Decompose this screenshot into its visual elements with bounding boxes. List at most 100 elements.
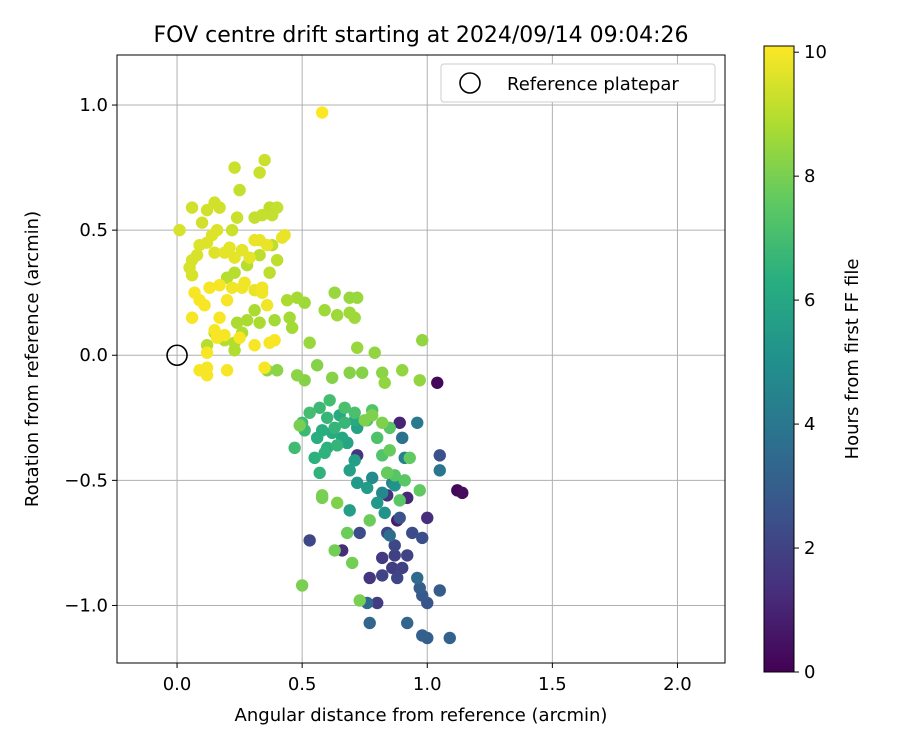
x-tick-label: 0.0 — [163, 674, 192, 695]
data-point — [348, 454, 361, 467]
data-point — [413, 581, 426, 595]
data-point — [353, 526, 366, 540]
data-point — [388, 479, 401, 492]
data-point — [223, 241, 236, 254]
data-point — [183, 261, 196, 274]
data-point — [260, 238, 274, 252]
data-point — [433, 584, 446, 597]
data-point — [401, 549, 414, 562]
data-point — [268, 314, 281, 327]
y-tick-label: 0.0 — [79, 345, 108, 366]
legend-box — [440, 63, 716, 103]
data-point — [290, 369, 304, 382]
legend-entry-reference: Reference platepar — [507, 74, 679, 95]
data-point — [378, 506, 391, 520]
y-axis-ticks: −1.0 −0.5 0.0 0.5 1.0 — [64, 95, 117, 616]
colorbar-tick-label: 2 — [804, 538, 815, 559]
data-point — [338, 401, 351, 414]
data-point — [270, 364, 284, 377]
data-point — [320, 411, 334, 424]
data-point — [195, 216, 209, 229]
data-point — [386, 561, 399, 575]
data-point — [356, 366, 369, 379]
data-point — [200, 346, 214, 359]
data-point — [210, 223, 224, 237]
data-point — [210, 331, 224, 344]
data-point — [411, 416, 424, 430]
data-point — [235, 243, 249, 257]
data-point — [303, 336, 316, 349]
data-point — [285, 321, 299, 334]
x-tick-label: 0.5 — [288, 674, 317, 695]
data-point — [225, 281, 239, 294]
data-point — [263, 266, 276, 279]
data-point — [248, 339, 261, 352]
data-point — [258, 153, 271, 167]
data-point — [343, 306, 356, 319]
data-point — [371, 596, 384, 610]
data-point — [293, 419, 306, 432]
data-point — [368, 346, 381, 359]
y-axis-label: Rotation from reference (arcmin) — [22, 211, 43, 507]
data-point — [313, 401, 326, 414]
data-point — [220, 294, 234, 307]
data-point — [421, 511, 434, 525]
data-point — [230, 211, 244, 224]
colorbar-tick-label: 6 — [804, 290, 815, 311]
data-point — [258, 361, 271, 374]
data-point — [233, 331, 246, 344]
data-point — [396, 431, 409, 445]
data-point — [363, 514, 376, 527]
data-point — [283, 311, 296, 324]
data-point — [280, 294, 294, 307]
data-point — [416, 629, 429, 642]
data-point — [185, 201, 199, 214]
data-point — [265, 208, 279, 222]
data-point — [366, 409, 379, 422]
data-point — [393, 494, 406, 507]
chart-title: FOV centre drift starting at 2024/09/14 … — [154, 23, 689, 48]
data-point — [406, 526, 419, 540]
data-point — [198, 299, 211, 312]
colorbar-tick-label: 0 — [804, 662, 815, 683]
data-point — [260, 299, 274, 312]
data-point — [391, 571, 404, 585]
data-point — [393, 511, 406, 525]
data-point — [350, 476, 364, 490]
x-axis-label: Angular distance from reference (arcmin) — [235, 705, 608, 726]
data-point — [340, 526, 354, 540]
data-point — [381, 466, 394, 480]
data-point — [230, 316, 244, 329]
x-tick-label: 1.0 — [413, 674, 442, 695]
data-point — [338, 416, 351, 430]
colorbar-tick-label: 4 — [804, 414, 815, 435]
data-point — [413, 374, 426, 387]
data-point — [248, 211, 261, 224]
data-point — [350, 341, 364, 354]
data-point — [376, 551, 389, 565]
data-point — [318, 446, 331, 460]
data-point — [228, 344, 241, 357]
data-point — [253, 316, 266, 329]
plot-frame — [116, 54, 726, 664]
data-point — [376, 569, 389, 582]
data-point — [343, 504, 356, 517]
data-point — [443, 631, 456, 645]
data-point — [363, 571, 376, 585]
data-point — [200, 361, 214, 374]
data-point — [323, 394, 336, 407]
legend-marker-icon — [459, 72, 481, 94]
x-axis-ticks: 0.0 0.5 1.0 1.5 2.0 — [163, 663, 692, 695]
y-tick-label: −0.5 — [64, 470, 108, 491]
data-point — [255, 281, 269, 294]
data-point — [295, 579, 309, 592]
data-point — [318, 304, 331, 317]
data-point — [388, 549, 401, 562]
data-point — [228, 161, 241, 174]
data-point — [328, 544, 341, 557]
data-point — [411, 571, 424, 585]
data-point — [396, 364, 409, 377]
data-point — [343, 366, 356, 379]
data-point — [240, 314, 254, 327]
data-point — [313, 466, 326, 480]
